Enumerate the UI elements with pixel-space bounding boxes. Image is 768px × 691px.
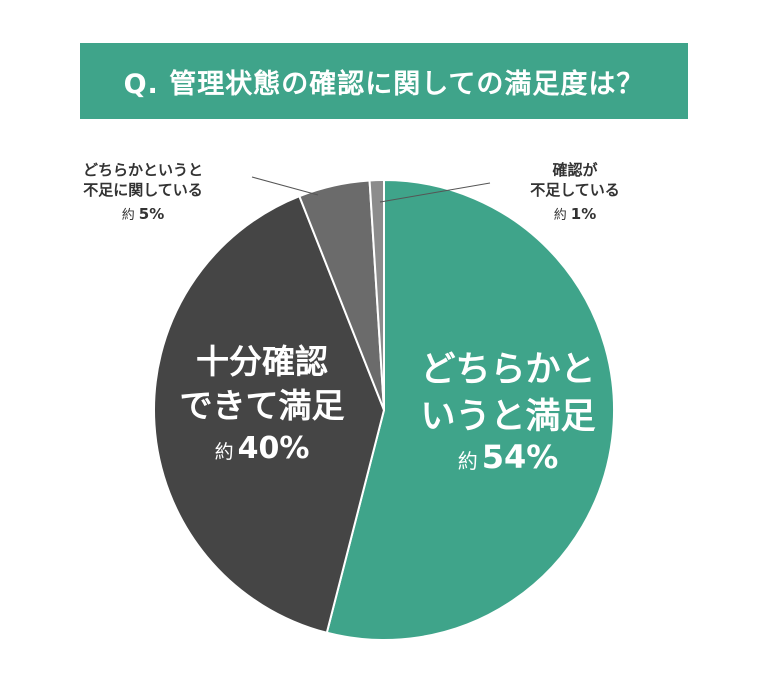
slice-3-leader-line (251, 176, 319, 196)
slice-2-label-line-2: できて満足 (180, 386, 345, 425)
slice-1-label-line-2: いうと満足 (420, 397, 595, 437)
slice-3-label-line-2: 不足に関している (83, 181, 203, 199)
slice-4-value-number: 1% (571, 205, 596, 223)
slice-3-value-label: 約 5% (122, 205, 164, 223)
slice-2-value-label: 約 40% (215, 431, 310, 466)
slice-3-label-line-1: どちらかというと (83, 161, 203, 179)
slice-2-wedge (153, 195, 385, 634)
slice-1-value-number: 54% (482, 438, 559, 476)
pie-slices (153, 178, 615, 641)
slice-4-label-line-1: 確認が (551, 161, 598, 179)
chart-title-banner: Q. 管理状態の確認に関しての満足度は？ (80, 43, 688, 119)
slice-1-value-label: 約 54% (458, 438, 559, 476)
slice-4-value-label: 約 1% (554, 205, 596, 223)
slice-4-value-prefix: 約 (554, 208, 567, 223)
slice-2-label-line-1: 十分確認 (196, 342, 328, 381)
slice-3-value-number: 5% (139, 205, 164, 223)
chart-title: Q. 管理状態の確認に関しての満足度は？ (123, 68, 645, 100)
slice-2-value-number: 40% (238, 431, 310, 466)
slice-2-value-prefix: 約 (215, 441, 234, 463)
slice-4-leader-line (379, 182, 491, 203)
slice-4-label-line-2: 不足している (530, 181, 620, 199)
slice-1-label-line-1: どちらかと (420, 350, 595, 390)
slice-1-value-prefix: 約 (458, 449, 478, 473)
slice-4-wedge (368, 178, 385, 411)
leader-lines (251, 176, 491, 203)
slice-1-wedge (325, 179, 615, 641)
slice-3-value-prefix: 約 (122, 208, 135, 223)
